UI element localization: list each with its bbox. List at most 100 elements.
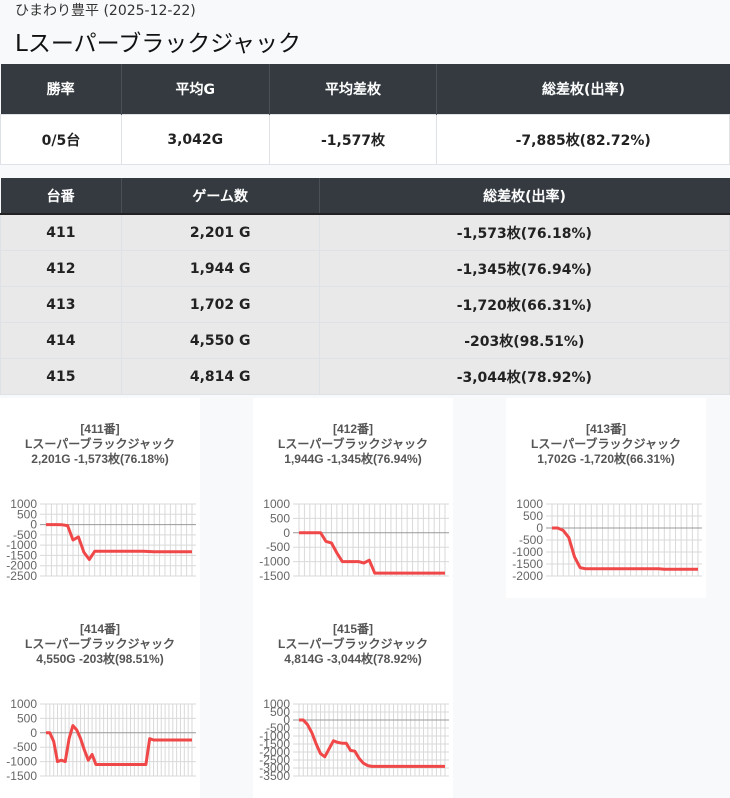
- y-tick-label: -1500: [259, 569, 290, 583]
- chart-card-414: [414番] Lスーパーブラックジャック 4,550G -203枚(98.51%…: [0, 598, 200, 798]
- y-tick-label: 1000: [10, 497, 37, 511]
- total-diff: -3,044枚(78.92%): [318, 358, 730, 395]
- y-tick-label: 500: [17, 507, 37, 521]
- chart-title-line2: Lスーパーブラックジャック: [25, 637, 175, 651]
- machine-number: 414: [0, 322, 122, 359]
- y-tick-label: -1500: [512, 557, 543, 571]
- y-tick-label: -1000: [259, 555, 290, 569]
- y-tick-label: 0: [283, 713, 290, 727]
- y-tick-label: -2500: [259, 753, 290, 767]
- y-tick-label: 0: [30, 518, 37, 532]
- header-game-count[interactable]: ゲーム数: [120, 178, 320, 215]
- y-tick-label: -1000: [6, 755, 37, 769]
- header-avg-games[interactable]: 平均G: [120, 64, 270, 115]
- chart-title-line3: 4,814G -3,044枚(78.92%): [284, 652, 422, 666]
- machine-number: 415: [0, 358, 122, 395]
- page-title: Lスーパーブラックジャック: [15, 31, 302, 57]
- y-tick-label: 1000: [10, 697, 37, 711]
- y-tick-label: -1500: [259, 737, 290, 751]
- chart-title-line2: Lスーパーブラックジャック: [25, 437, 175, 451]
- game-count: 2,201 G: [120, 213, 320, 251]
- chart-card-415: [415番] Lスーパーブラックジャック 4,814G -3,044枚(78.9…: [253, 598, 453, 798]
- avg-games-value: 3,042G: [120, 114, 270, 165]
- machine-number: 413: [0, 286, 122, 323]
- y-tick-label: -500: [266, 540, 290, 554]
- y-tick-label: -1000: [6, 538, 37, 552]
- machine-number: 412: [0, 250, 122, 287]
- chart-title-line3: 1,944G -1,345枚(76.94%): [284, 452, 422, 466]
- y-tick-label: 1000: [263, 697, 290, 711]
- y-tick-label: -500: [519, 533, 543, 547]
- y-tick-label: -3000: [259, 761, 290, 775]
- chart-title-line2: Lスーパーブラックジャック: [278, 437, 428, 451]
- series-line: [46, 523, 192, 561]
- total-diff: -203枚(98.51%): [318, 322, 730, 359]
- y-tick-label: 0: [536, 521, 543, 535]
- y-tick-label: 500: [270, 511, 290, 525]
- chart-title-line2: Lスーパーブラックジャック: [278, 637, 428, 651]
- table-row[interactable]: 411 2,201 G -1,573枚(76.18%): [0, 213, 730, 251]
- y-tick-label: -500: [266, 721, 290, 735]
- line-chart-415: 10005000-500-1000-1500-2000-2500-3000-35…: [259, 697, 449, 783]
- table-row[interactable]: 414 4,550 G -203枚(98.51%): [0, 322, 730, 359]
- series-line: [46, 724, 192, 766]
- table-row[interactable]: 415 4,814 G -3,044枚(78.92%): [0, 358, 730, 395]
- table-row[interactable]: 413 1,702 G -1,720枚(66.31%): [0, 286, 730, 323]
- chart-title-line1: [411番]: [80, 422, 120, 436]
- y-tick-label: 500: [270, 705, 290, 719]
- game-count: 1,944 G: [120, 250, 320, 287]
- machine-number: 411: [0, 213, 122, 251]
- summary-header-row: 勝率 平均G 平均差枚 総差枚(出率): [0, 64, 730, 115]
- total-diff-value: -7,885枚(82.72%): [436, 114, 730, 165]
- header-total-diff[interactable]: 総差枚(出率): [436, 64, 730, 115]
- y-tick-label: -500: [13, 740, 37, 754]
- y-tick-label: -1500: [6, 548, 37, 562]
- total-diff: -1,345枚(76.94%): [318, 250, 730, 287]
- series-line: [299, 718, 445, 768]
- y-tick-label: 500: [523, 509, 543, 523]
- summary-table: 勝率 平均G 平均差枚 総差枚(出率) 0/5台 3,042G -1,577枚 …: [0, 64, 730, 165]
- y-tick-label: 0: [30, 726, 37, 740]
- chart-title-line1: [415番]: [332, 622, 373, 636]
- total-diff: -1,573枚(76.18%): [318, 213, 730, 251]
- table-row[interactable]: 412 1,944 G -1,345枚(76.94%): [0, 250, 730, 287]
- chart-title-line3: 1,702G -1,720枚(66.31%): [537, 452, 675, 466]
- header-total-diff[interactable]: 総差枚(出率): [318, 178, 730, 215]
- y-tick-label: -1000: [259, 729, 290, 743]
- avg-diff-value: -1,577枚: [268, 114, 438, 165]
- chart-card-413: [413番] Lスーパーブラックジャック 1,702G -1,720枚(66.3…: [506, 398, 706, 598]
- y-tick-label: 0: [283, 526, 290, 540]
- game-count: 4,550 G: [120, 322, 320, 359]
- chart-title-line1: [412番]: [332, 422, 373, 436]
- y-tick-label: -500: [13, 528, 37, 542]
- y-tick-label: -1000: [512, 545, 543, 559]
- chart-title-line3: 2,201G -1,573枚(76.18%): [31, 452, 169, 466]
- y-tick-label: -2000: [512, 569, 543, 583]
- chart-card-412: [412番] Lスーパーブラックジャック 1,944G -1,345枚(76.9…: [253, 398, 453, 598]
- win-rate-value: 0/5台: [0, 114, 122, 165]
- chart-card-411: [411番] Lスーパーブラックジャック 2,201G -1,573枚(76.1…: [0, 398, 200, 598]
- summary-row: 0/5台 3,042G -1,577枚 -7,885枚(82.72%): [0, 114, 730, 165]
- y-tick-label: -3500: [259, 769, 290, 783]
- chart-title-line1: [413番]: [585, 422, 626, 436]
- store-date: ひまわり豊平 (2025-12-22): [15, 3, 196, 19]
- series-line: [552, 526, 698, 571]
- chart-title-line2: Lスーパーブラックジャック: [531, 437, 681, 451]
- header-machine-number[interactable]: 台番: [0, 178, 122, 215]
- y-tick-label: -2000: [259, 745, 290, 759]
- header-avg-diff[interactable]: 平均差枚: [268, 64, 437, 115]
- chart-title-line3: 4,550G -203枚(98.51%): [36, 652, 164, 666]
- y-tick-label: -2500: [6, 569, 37, 583]
- y-tick-label: -2000: [6, 559, 37, 573]
- chart-title-line1: [414番]: [79, 622, 120, 636]
- machines-table: 台番 ゲーム数 総差枚(出率) 411 2,201 G -1,573枚(76.1…: [0, 178, 730, 395]
- header-win-rate[interactable]: 勝率: [0, 64, 122, 115]
- game-count: 4,814 G: [120, 358, 320, 395]
- game-count: 1,702 G: [120, 286, 320, 323]
- y-tick-label: -1500: [6, 769, 37, 783]
- y-tick-label: 500: [17, 711, 37, 725]
